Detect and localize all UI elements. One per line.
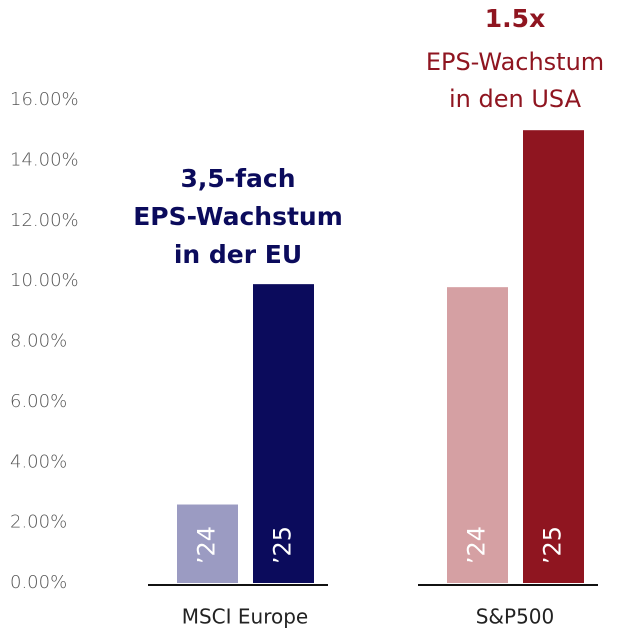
x-tick-label: MSCI Europe bbox=[182, 605, 309, 629]
y-tick-label: 0.00% bbox=[10, 572, 67, 593]
y-tick-label: 14.00% bbox=[10, 149, 79, 170]
annotation: in den USA bbox=[449, 85, 582, 113]
annotation: EPS-Wachstum bbox=[133, 202, 343, 231]
bar bbox=[447, 287, 508, 583]
bar bbox=[523, 130, 584, 583]
bar bbox=[253, 284, 314, 583]
y-tick-label: 6.00% bbox=[10, 391, 67, 412]
annotation: 3,5-fach bbox=[180, 164, 295, 193]
bar-label: ’24 bbox=[193, 526, 221, 564]
y-tick-label: 2.00% bbox=[10, 512, 67, 533]
y-tick-label: 16.00% bbox=[10, 89, 79, 110]
y-tick-label: 8.00% bbox=[10, 331, 67, 352]
bar-label: ’24 bbox=[463, 526, 491, 564]
bar bbox=[177, 504, 238, 583]
annotation: 1.5x bbox=[485, 4, 545, 33]
y-tick-label: 10.00% bbox=[10, 270, 79, 291]
bar-label: ’25 bbox=[539, 526, 567, 564]
x-tick-label: S&P500 bbox=[476, 605, 555, 629]
annotation: in der EU bbox=[174, 240, 302, 269]
annotation: EPS-Wachstum bbox=[426, 48, 604, 76]
y-tick-label: 12.00% bbox=[10, 210, 79, 231]
y-tick-label: 4.00% bbox=[10, 451, 67, 472]
bar-label: ’25 bbox=[269, 526, 297, 564]
